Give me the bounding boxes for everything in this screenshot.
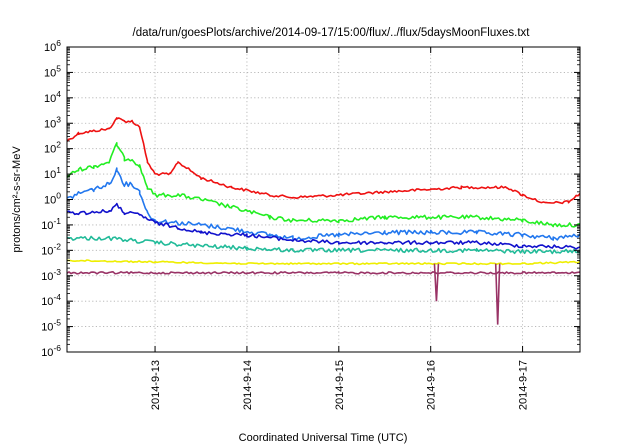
y-tick-label: 10-5 <box>41 318 61 334</box>
y-tick-label: 100 <box>44 191 61 207</box>
y-tick-labels: 10-6 10-5 10-4 10-3 10-2 10-1 100 101 102 103 104 1… <box>41 38 61 359</box>
y-tick-label: 10-6 <box>41 343 61 359</box>
series-line <box>66 142 581 228</box>
series-line <box>66 167 581 242</box>
x-tick-label: 2014-9-16 <box>426 360 438 410</box>
x-tick-label: 2014-9-14 <box>242 360 254 410</box>
y-axis-label: protons/cm²-s-sr-MeV <box>11 146 23 253</box>
plot-frame <box>66 46 581 353</box>
chart-title: /data/run/goesPlots/archive/2014-09-17/1… <box>133 27 531 39</box>
series-line <box>66 117 581 205</box>
series-line <box>66 235 581 255</box>
y-tick-label: 10-1 <box>41 216 61 232</box>
series-line <box>66 271 581 275</box>
y-tick-label: 10-4 <box>41 292 61 308</box>
y-tick-label: 106 <box>44 38 61 54</box>
x-tick-label: 2014-9-15 <box>334 360 346 410</box>
dropout-spike <box>494 263 501 325</box>
y-tick-label: 105 <box>44 63 61 79</box>
x-tick-label: 2014-9-13 <box>150 360 162 410</box>
series-line <box>66 259 581 266</box>
y-tick-label: 10-3 <box>41 267 61 283</box>
y-tick-label: 10-2 <box>41 241 61 257</box>
x-axis-label: Coordinated Universal Time (UTC) <box>239 432 408 444</box>
x-tick-label: 2014-9-17 <box>518 360 530 410</box>
y-tick-label: 102 <box>44 140 61 156</box>
series-line <box>66 202 581 250</box>
dropout-spike <box>433 263 440 302</box>
y-tick-label: 103 <box>44 114 61 130</box>
grid <box>67 47 580 352</box>
y-tick-label: 104 <box>44 89 61 105</box>
x-tick-labels: 2014-9-13 2014-9-14 2014-9-15 2014-9-16 2014… <box>150 360 530 410</box>
y-tick-label: 101 <box>44 165 61 181</box>
series-layer <box>66 117 581 325</box>
